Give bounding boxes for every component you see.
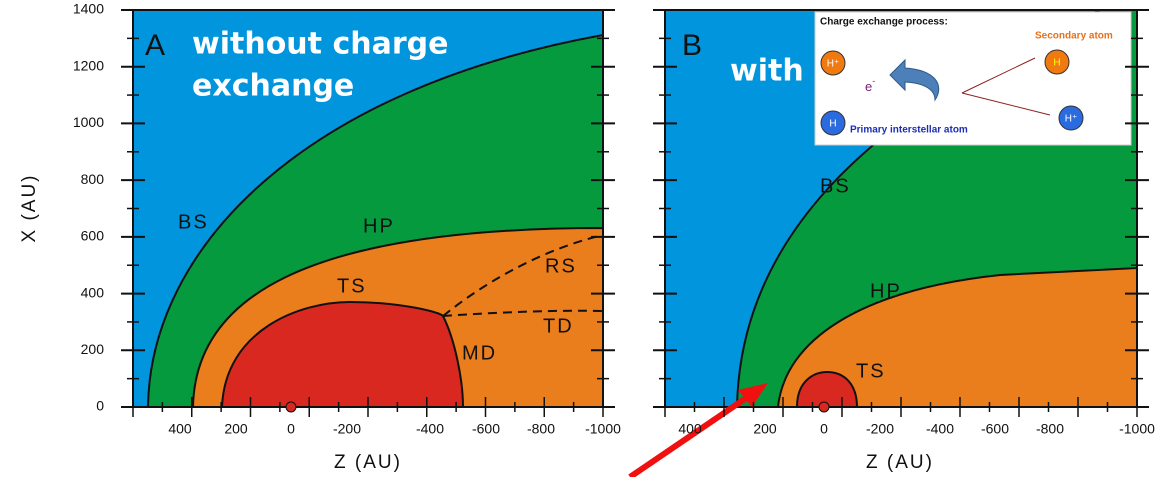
y-tick-label: 1000	[73, 114, 104, 130]
x-tick-label: -600	[981, 421, 1009, 437]
x-tick-label: -200	[866, 421, 894, 437]
x-tick-label: -1000	[1119, 421, 1155, 437]
x-tick-label: -800	[1036, 421, 1064, 437]
label: HP	[363, 215, 395, 237]
panel-b: B with BS HP TS Charge exchange process:…	[664, 9, 1138, 413]
x-tick-label: -600	[472, 421, 500, 437]
x-tick-label: 200	[753, 421, 777, 437]
x-tick-label: 0	[820, 421, 828, 437]
label: TS	[856, 360, 886, 382]
inset-label: Primary interstellar atom	[850, 125, 968, 136]
y-tick-label: 1200	[73, 57, 104, 73]
panel-letter: A	[145, 29, 165, 62]
y-tick-label: 400	[81, 284, 105, 300]
x-tick-label: -800	[527, 421, 555, 437]
inset-label: Secondary atom	[1035, 31, 1113, 42]
inset-label: H⁺	[1065, 114, 1078, 125]
inset: Charge exchange process: Secondary atom …	[814, 11, 1132, 146]
panel-title: with	[730, 54, 804, 89]
inset-title: Charge exchange process:	[820, 17, 948, 28]
y-tick-label: 200	[81, 341, 105, 357]
label: HP	[870, 280, 902, 302]
panel-a: A without charge exchange BS HP TS RS TD…	[132, 9, 604, 413]
inset-label: H	[829, 119, 836, 130]
panel-letter: B	[682, 29, 702, 62]
inset-label: e-	[865, 76, 875, 94]
x-tick-label: -400	[416, 421, 444, 437]
x-tick-label: -400	[926, 421, 954, 437]
x-tick-label: 0	[287, 421, 295, 437]
label: MD	[462, 342, 497, 364]
y-tick-label: 800	[81, 171, 105, 187]
y-tick-label: 1400	[73, 1, 104, 17]
inset-label: H	[1053, 58, 1060, 69]
y-tick-label: 0	[96, 398, 104, 414]
x-tick-label: 200	[224, 421, 248, 437]
label: TD	[543, 315, 574, 337]
x-tick-label: 400	[168, 421, 192, 437]
panel-title: exchange	[192, 69, 354, 104]
label: TS	[337, 275, 367, 297]
y-axis-label: X (AU)	[19, 174, 40, 243]
label: BS	[820, 175, 851, 197]
x-tick-label: 400	[678, 421, 702, 437]
label: RS	[545, 255, 577, 277]
y-tick-label: 600	[81, 228, 105, 244]
panel-title: without charge	[192, 27, 448, 62]
x-axis-label: Z (AU)	[334, 452, 402, 473]
x-tick-label: -200	[333, 421, 361, 437]
label: BS	[178, 211, 209, 233]
x-axis-label: Z (AU)	[866, 452, 934, 473]
x-tick-label: -1000	[585, 421, 621, 437]
inset-label: H⁺	[827, 59, 840, 70]
